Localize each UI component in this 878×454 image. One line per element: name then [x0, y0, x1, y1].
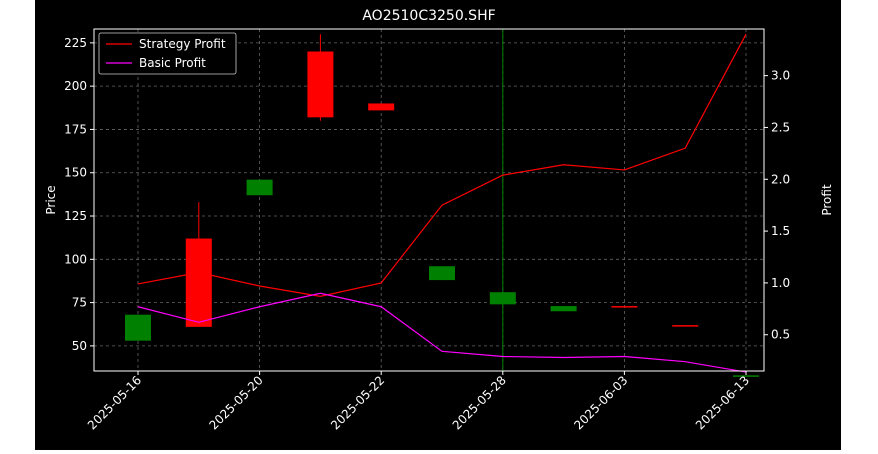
candle-body — [733, 375, 759, 377]
y-right-tick-label: 0.5 — [771, 328, 790, 342]
candle-body — [429, 266, 455, 281]
y-axis-right-label: Profit — [820, 184, 834, 216]
y-right-tick-label: 2.0 — [771, 172, 790, 186]
y-right-tick-label: 3.0 — [771, 69, 790, 83]
candle-body — [185, 238, 212, 327]
y-axis-left-label: Price — [44, 185, 58, 214]
y-right-tick-label: 2.5 — [771, 120, 790, 134]
right-y-axis: 0.5 1.0 1.5 2.0 2.5 3.0 — [764, 69, 790, 342]
candle-body — [368, 103, 395, 111]
figure-background — [35, 0, 841, 450]
candle-body — [672, 325, 699, 327]
y-left-tick-label: 150 — [64, 166, 87, 180]
candle-body — [489, 292, 516, 305]
legend-box — [98, 32, 237, 75]
y-left-tick-label: 100 — [64, 252, 87, 266]
candle-body — [611, 306, 638, 308]
candle-body — [307, 51, 334, 118]
y-left-tick-label: 175 — [64, 122, 87, 136]
left-y-axis: 50 75 100 125 150 175 200 225 — [64, 36, 94, 353]
candle-body — [246, 179, 273, 196]
grid-layer — [94, 29, 764, 371]
y-left-tick-label: 75 — [72, 296, 87, 310]
plot-frame — [93, 28, 765, 372]
y-right-tick-label: 1.0 — [771, 276, 790, 290]
y-left-tick-label: 200 — [64, 79, 87, 93]
profit-line — [137, 292, 747, 373]
legend-entry-label: Strategy Profit — [139, 37, 226, 51]
legend-entry-label: Basic Profit — [139, 56, 206, 70]
legend: Strategy Profit Basic Profit — [98, 32, 237, 75]
line-layer — [137, 33, 747, 373]
y-left-tick-label: 50 — [72, 339, 87, 353]
chart-title: AO2510C3250.SHF — [362, 8, 495, 24]
y-left-tick-label: 225 — [64, 36, 87, 50]
y-right-tick-label: 1.5 — [771, 224, 790, 238]
candle-body — [550, 306, 577, 312]
profit-line — [137, 33, 747, 297]
y-left-tick-label: 125 — [64, 209, 87, 223]
candle-layer — [125, 34, 759, 377]
candle-body — [125, 314, 151, 341]
